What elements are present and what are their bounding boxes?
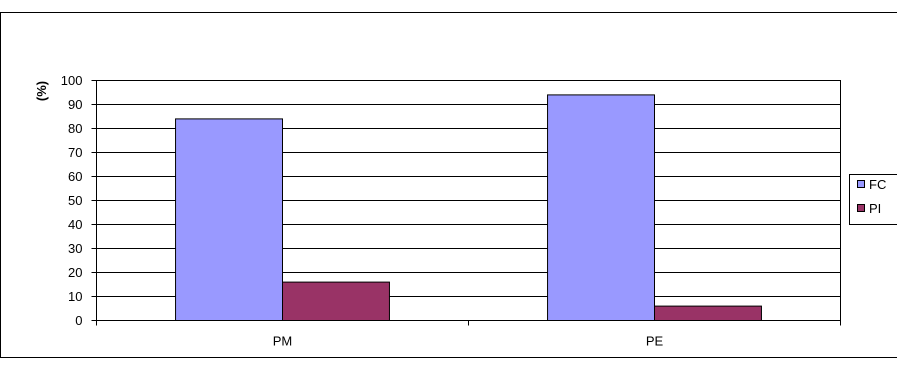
y-tick-label: 100 — [61, 73, 83, 88]
y-tick-label: 70 — [68, 145, 82, 160]
legend: FC PI — [850, 175, 897, 225]
y-tick-label: 40 — [68, 217, 82, 232]
y-tick-label: 20 — [68, 265, 82, 280]
y-tick-label: 30 — [68, 241, 82, 256]
legend-label-fc: FC — [869, 177, 886, 192]
bar-pi-pm — [283, 282, 390, 320]
legend-swatch-fc — [858, 181, 865, 188]
y-tick-label: 60 — [68, 169, 82, 184]
bar-fc-pm — [176, 119, 283, 321]
category-label: PE — [646, 334, 664, 349]
bar-fc-pe — [548, 95, 655, 321]
y-tick-label: 50 — [68, 193, 82, 208]
chart-border — [1, 13, 897, 358]
legend-swatch-pi — [858, 205, 865, 212]
y-tick-label: 90 — [68, 97, 82, 112]
y-tick-label: 0 — [75, 313, 82, 328]
bar-pi-pe — [655, 306, 762, 320]
x-axis-ticks — [97, 321, 841, 326]
category-label: PM — [273, 334, 293, 349]
y-tick-label: 80 — [68, 121, 82, 136]
legend-label-pi: PI — [869, 201, 881, 216]
y-axis-label: (%) — [34, 81, 49, 101]
category-labels: PM PE — [273, 334, 664, 349]
y-axis-ticks: 0 10 20 30 40 50 60 70 80 90 100 — [61, 73, 97, 328]
y-tick-label: 10 — [68, 289, 82, 304]
